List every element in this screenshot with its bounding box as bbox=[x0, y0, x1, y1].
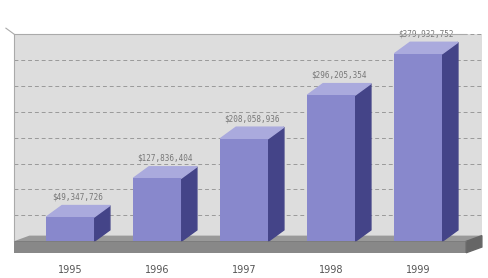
Polygon shape bbox=[220, 127, 284, 138]
Polygon shape bbox=[268, 127, 284, 241]
Text: $379,932,752: $379,932,752 bbox=[398, 29, 453, 38]
Text: $208,058,936: $208,058,936 bbox=[224, 114, 279, 123]
Bar bbox=[14, 241, 465, 253]
Bar bbox=[14, 34, 481, 241]
Text: $127,836,404: $127,836,404 bbox=[137, 154, 192, 163]
Polygon shape bbox=[465, 236, 481, 253]
Bar bbox=[220, 138, 268, 241]
Polygon shape bbox=[181, 167, 197, 241]
Polygon shape bbox=[307, 84, 370, 95]
Polygon shape bbox=[394, 42, 457, 54]
Text: $296,205,354: $296,205,354 bbox=[311, 71, 366, 80]
Text: $49,347,726: $49,347,726 bbox=[53, 192, 103, 201]
Polygon shape bbox=[94, 205, 110, 241]
Bar bbox=[133, 178, 181, 241]
Polygon shape bbox=[14, 236, 481, 241]
Polygon shape bbox=[355, 84, 370, 241]
Polygon shape bbox=[46, 205, 110, 217]
Bar bbox=[307, 95, 355, 241]
Polygon shape bbox=[133, 167, 197, 178]
Bar bbox=[394, 54, 441, 241]
Bar bbox=[46, 217, 94, 241]
Polygon shape bbox=[441, 42, 457, 241]
